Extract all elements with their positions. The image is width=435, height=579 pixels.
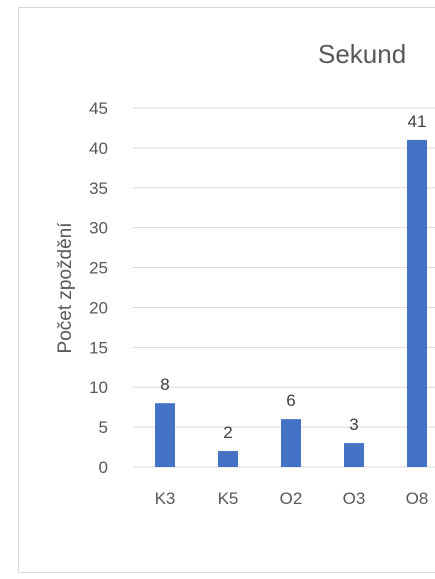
category-label: O2: [280, 489, 303, 508]
chart-title: Sekund: [318, 39, 406, 69]
category-label: K5: [218, 489, 239, 508]
bars: [155, 139, 427, 467]
data-labels: 8 2 6 3 41: [160, 112, 426, 442]
y-axis-label: Počet zpoždění: [55, 222, 76, 354]
chart-frame: [18, 7, 435, 573]
y-tick-label: 5: [99, 418, 108, 437]
bar-k5: [218, 451, 238, 467]
y-tick-label: 35: [89, 179, 108, 198]
data-label: 2: [223, 423, 232, 442]
category-label: O3: [343, 489, 366, 508]
y-tick-label: 20: [89, 298, 108, 317]
y-tick-label: 25: [89, 259, 108, 278]
category-label: O8: [406, 489, 429, 508]
bar-k3: [155, 403, 175, 467]
data-label: 41: [408, 112, 427, 131]
bar-o2: [281, 419, 301, 467]
data-label: 3: [349, 415, 358, 434]
y-tick-label: 45: [89, 99, 108, 118]
category-labels: K3 K5 O2 O3 O8: [155, 489, 429, 508]
data-label: 8: [160, 375, 169, 394]
y-tick-label: 40: [89, 139, 108, 158]
category-label: K3: [155, 489, 176, 508]
y-tick-label: 10: [89, 378, 108, 397]
y-tick-labels: 0 5 10 15 20 25 30 35 40 45: [89, 99, 108, 477]
data-label: 6: [286, 391, 295, 410]
gridlines: [133, 107, 435, 468]
bar-o3: [344, 443, 364, 467]
y-tick-label: 15: [89, 338, 108, 357]
y-tick-label: 30: [89, 219, 108, 238]
y-tick-label: 0: [99, 458, 108, 477]
bar-o8: [407, 139, 427, 467]
